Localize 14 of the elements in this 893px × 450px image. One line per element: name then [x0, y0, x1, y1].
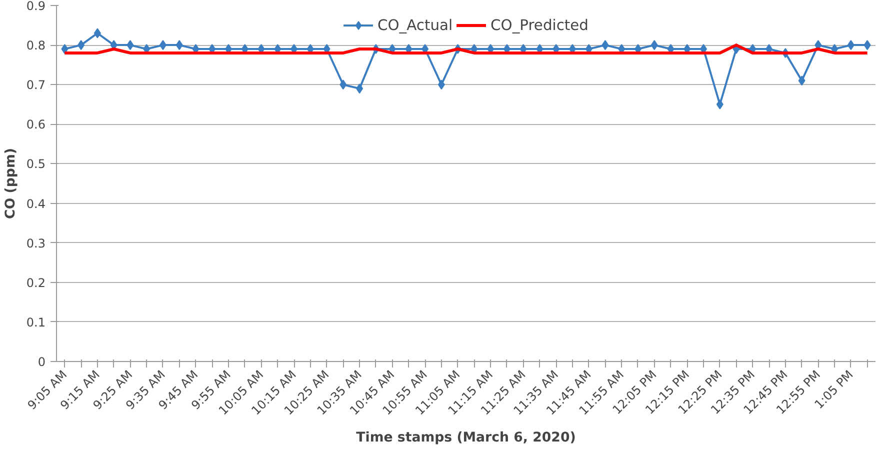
y-tick-label: 0	[38, 355, 46, 369]
y-axis-title: CO (ppm)	[3, 148, 18, 219]
y-tick-label: 0.6	[26, 118, 46, 132]
legend-label: CO_Actual	[378, 16, 453, 34]
y-tick-label: 0.8	[26, 38, 46, 53]
y-tick-label: 0.1	[26, 315, 46, 330]
y-tick-label: 0.4	[26, 196, 46, 211]
y-tick-label: 0.5	[26, 157, 46, 172]
y-tick-label: 0.3	[26, 236, 46, 250]
y-tick-label: 0.9	[26, 0, 46, 13]
y-tick-label: 0.2	[26, 276, 46, 290]
x-axis-title: Time stamps (March 6, 2020)	[356, 430, 576, 446]
y-tick-label: 0.7	[26, 78, 46, 92]
legend-label: CO_Predicted	[490, 16, 588, 34]
